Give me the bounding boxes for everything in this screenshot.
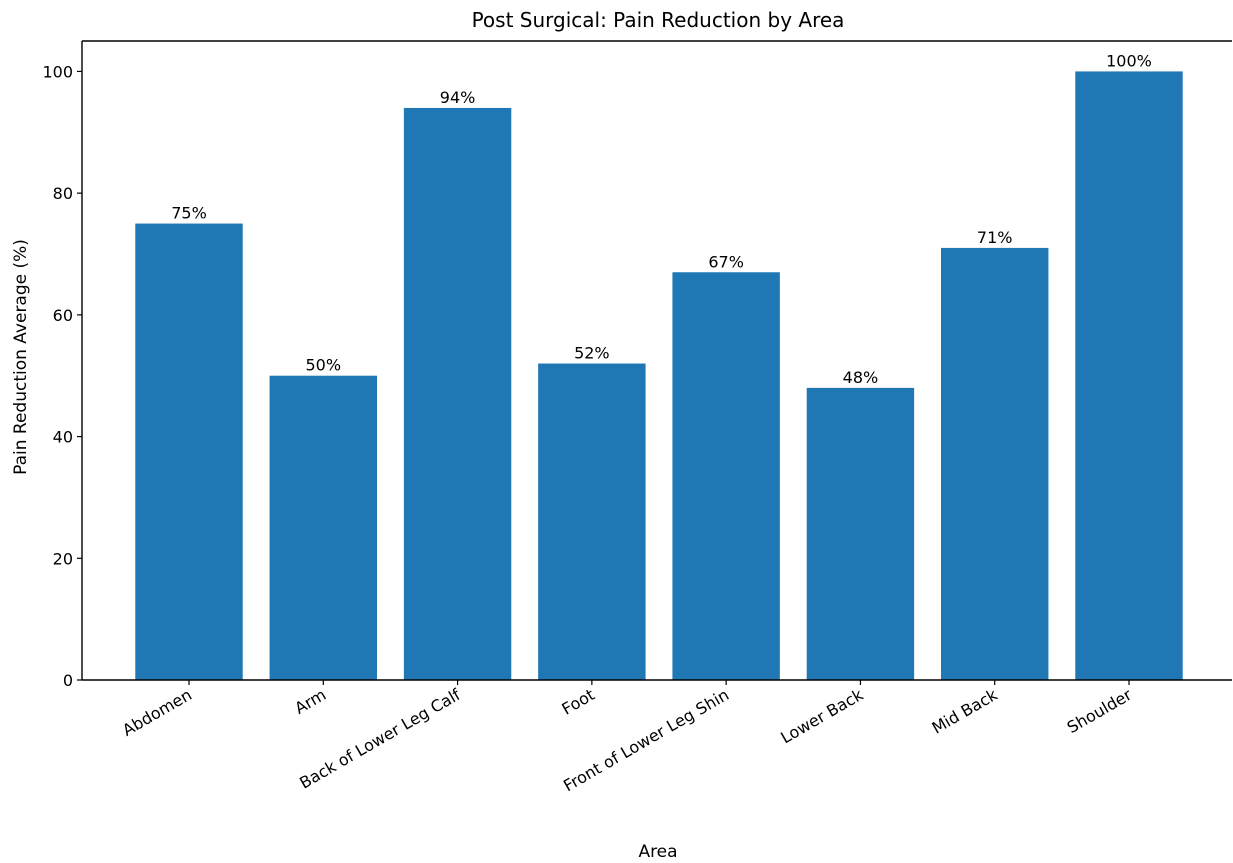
x-axis-label: Area bbox=[638, 842, 677, 862]
data-label: 100% bbox=[1106, 51, 1152, 70]
y-tick-label: 0 bbox=[63, 671, 73, 690]
y-tick-label: 20 bbox=[53, 549, 73, 568]
data-label: 71% bbox=[977, 228, 1013, 247]
bar bbox=[135, 223, 243, 681]
plot-area: 75% 50% 94% 52% 67% 48% 71% 100% bbox=[135, 51, 1183, 681]
y-tick-label: 40 bbox=[53, 428, 73, 447]
y-tick-label: 100 bbox=[42, 62, 73, 81]
data-label: 52% bbox=[574, 344, 610, 363]
bar bbox=[538, 363, 646, 680]
bar bbox=[403, 107, 512, 680]
data-label: 50% bbox=[306, 356, 342, 375]
y-tick-label: 60 bbox=[53, 306, 73, 325]
bar bbox=[269, 375, 377, 680]
bar bbox=[941, 247, 1049, 680]
x-tick-label: Lower Back bbox=[777, 685, 867, 748]
x-tick-label: Arm bbox=[291, 685, 329, 718]
chart-title: Post Surgical: Pain Reduction by Area bbox=[472, 8, 845, 32]
data-label: 94% bbox=[440, 88, 476, 107]
bar bbox=[672, 272, 780, 680]
bar bbox=[806, 387, 915, 680]
x-tick-label: Foot bbox=[558, 685, 597, 719]
x-tick-label: Shoulder bbox=[1064, 685, 1136, 737]
data-label: 67% bbox=[708, 252, 744, 271]
data-label: 48% bbox=[843, 368, 879, 387]
bar bbox=[1075, 71, 1183, 680]
y-axis-label: Pain Reduction Average (%) bbox=[11, 239, 31, 475]
y-tick-label: 80 bbox=[53, 184, 73, 203]
x-tick-label: Mid Back bbox=[929, 685, 1002, 738]
x-tick-label: Abdomen bbox=[119, 685, 195, 740]
data-label: 75% bbox=[171, 204, 207, 223]
